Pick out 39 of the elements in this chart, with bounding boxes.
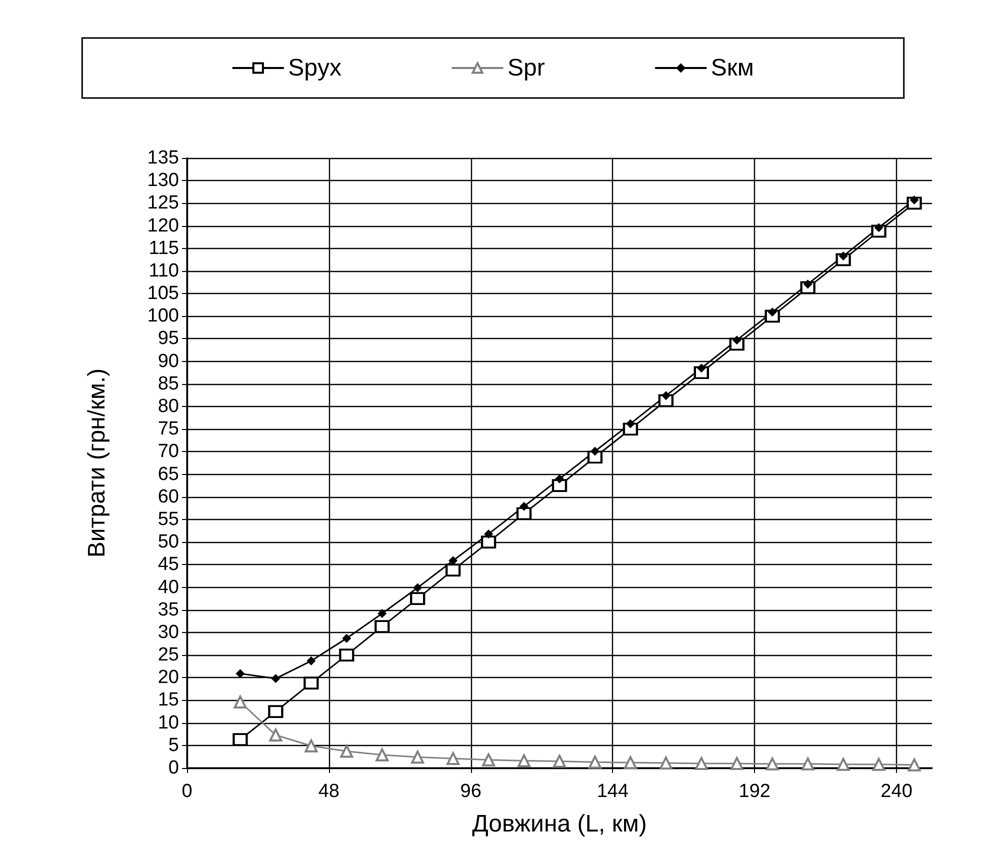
y-tick-label: 135 [147, 148, 179, 168]
y-tick-label: 110 [148, 260, 179, 282]
y-tick-label: 90 [158, 350, 179, 372]
legend-label: Spyx [288, 54, 342, 82]
y-tick-label: 45 [158, 554, 179, 576]
legend-label: Spr [508, 54, 545, 82]
y-tick-label: 30 [158, 622, 179, 643]
y-tick-label: 70 [158, 441, 179, 462]
x-tick-label: 192 [738, 781, 770, 802]
y-tick-label: 10 [158, 712, 179, 734]
x-tick-label: 0 [182, 781, 192, 802]
y-tick-label: 105 [147, 283, 179, 304]
y-tick-label: 75 [158, 418, 179, 440]
y-tick-label: 80 [158, 396, 179, 418]
x-axis-title: Довжина (L, км) [472, 810, 647, 838]
x-tick-label: 96 [460, 781, 482, 802]
x-tick-label: 48 [318, 781, 340, 802]
y-tick-label: 125 [147, 192, 179, 214]
y-tick-label: 25 [158, 644, 179, 666]
y-tick-label: 130 [147, 170, 179, 192]
y-axis-title: Витрати (грн/км.) [84, 368, 110, 558]
x-tick-label: 240 [880, 781, 912, 802]
legend-label: Sкм [710, 54, 754, 82]
y-tick-label: 120 [147, 215, 179, 236]
y-tick-label: 20 [158, 667, 179, 688]
y-tick-label: 15 [158, 690, 179, 711]
y-tick-label: 65 [158, 464, 179, 485]
y-tick-label: 55 [158, 508, 179, 530]
y-tick-label: 85 [158, 373, 179, 394]
y-tick-label: 40 [158, 576, 179, 598]
y-tick-label: 5 [168, 734, 179, 756]
y-tick-label: 115 [148, 238, 179, 259]
y-tick-label: 100 [147, 306, 179, 327]
y-tick-label: 50 [158, 532, 179, 553]
y-tick-label: 35 [158, 599, 179, 620]
y-tick-label: 95 [158, 328, 179, 350]
y-tick-label: 60 [158, 486, 179, 508]
x-tick-label: 144 [596, 781, 629, 802]
y-tick-label: 0 [168, 758, 179, 778]
